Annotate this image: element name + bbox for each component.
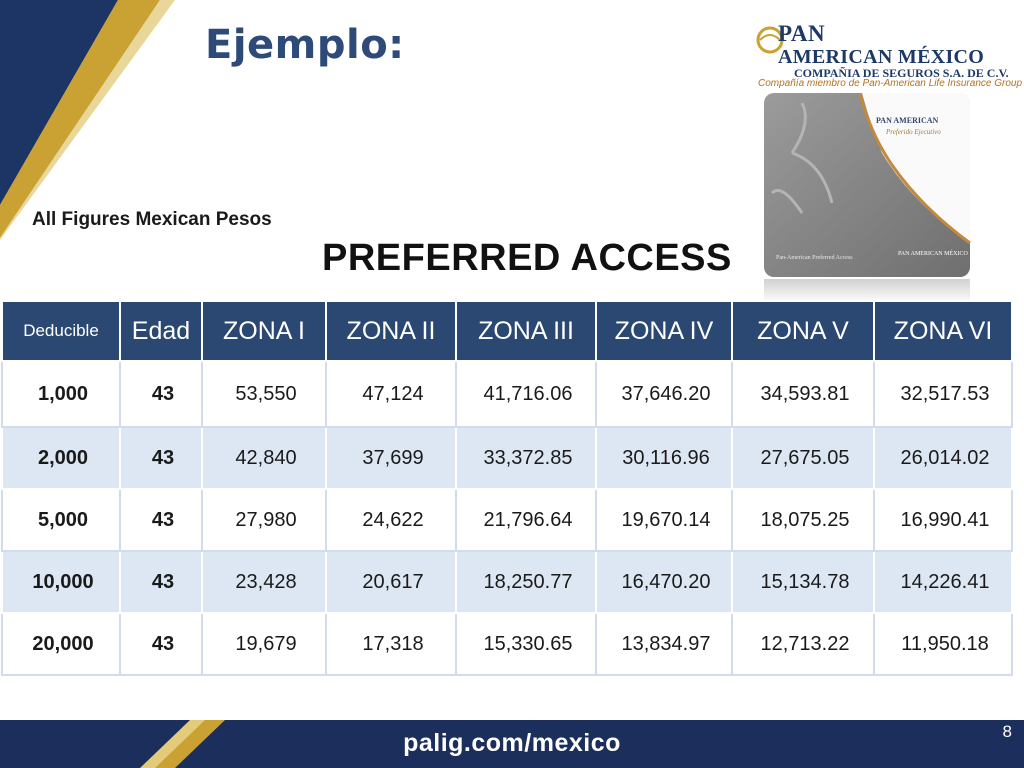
table-cell-edad: 43	[119, 488, 203, 552]
table-cell: 23,428	[201, 550, 327, 614]
logo-line-3: COMPAÑIA DE SEGUROS S.A. DE C.V.	[794, 66, 1009, 80]
header-zona-1: ZONA I	[201, 300, 327, 362]
table-cell-deducible: 1,000	[1, 360, 121, 428]
table-cell: 17,318	[325, 612, 457, 676]
table-header-row: Deducible Edad ZONA I ZONA II ZONA III Z…	[1, 300, 1013, 362]
table-cell: 32,517.53	[873, 360, 1013, 428]
table-cell-deducible: 20,000	[1, 612, 121, 676]
table-cell: 53,550	[201, 360, 327, 428]
corner-decoration	[0, 0, 175, 240]
table-cell: 21,796.64	[455, 488, 597, 552]
logo-tagline: Compañía miembro de Pan-American Life In…	[758, 78, 1023, 89]
globe-icon	[756, 26, 784, 54]
table-cell: 37,699	[325, 426, 457, 490]
table-row: 1,000 43 53,550 47,124 41,716.06 37,646.…	[1, 360, 1013, 428]
table-cell-edad: 43	[119, 426, 203, 490]
header-zona-2: ZONA II	[325, 300, 457, 362]
table-cell: 33,372.85	[455, 426, 597, 490]
table-cell: 27,675.05	[731, 426, 875, 490]
table-cell: 12,713.22	[731, 612, 875, 676]
header-zona-6: ZONA VI	[873, 300, 1013, 362]
table-row: 20,000 43 19,679 17,318 15,330.65 13,834…	[1, 612, 1013, 676]
table-cell: 24,622	[325, 488, 457, 552]
table-cell: 27,980	[201, 488, 327, 552]
header-zona-3: ZONA III	[455, 300, 597, 362]
table-row: 5,000 43 27,980 24,622 21,796.64 19,670.…	[1, 488, 1013, 552]
table-cell: 18,250.77	[455, 550, 597, 614]
table-cell-deducible: 5,000	[1, 488, 121, 552]
table-cell: 19,670.14	[595, 488, 733, 552]
table-cell: 11,950.18	[873, 612, 1013, 676]
table-cell: 42,840	[201, 426, 327, 490]
brochure-image	[764, 93, 971, 303]
company-logo: PAN AMERICAN MÉXICO COMPAÑIA DE SEGUROS …	[756, 21, 1022, 92]
table-cell: 37,646.20	[595, 360, 733, 428]
footer-url: palig.com/mexico	[403, 729, 621, 757]
table-cell: 13,834.97	[595, 612, 733, 676]
table-cell-deducible: 10,000	[1, 550, 121, 614]
table-cell: 16,990.41	[873, 488, 1013, 552]
rates-table: Deducible Edad ZONA I ZONA II ZONA III Z…	[1, 300, 1013, 676]
table-cell: 34,593.81	[731, 360, 875, 428]
header-zona-4: ZONA IV	[595, 300, 733, 362]
table-cell: 47,124	[325, 360, 457, 428]
header-edad: Edad	[119, 300, 203, 362]
page-number: 8	[1002, 722, 1012, 741]
table-cell: 15,330.65	[455, 612, 597, 676]
table-cell: 16,470.20	[595, 550, 733, 614]
table-cell: 30,116.96	[595, 426, 733, 490]
table-cell: 26,014.02	[873, 426, 1013, 490]
footer-bar	[0, 720, 1024, 768]
table-cell-edad: 43	[119, 360, 203, 428]
brochure-subtitle: Preferido Ejecutivo	[886, 128, 941, 136]
header-zona-5: ZONA V	[731, 300, 875, 362]
table-cell-deducible: 2,000	[1, 426, 121, 490]
table-cell-edad: 43	[119, 612, 203, 676]
table-cell: 14,226.41	[873, 550, 1013, 614]
currency-note: All Figures Mexican Pesos	[32, 209, 272, 230]
table-cell: 41,716.06	[455, 360, 597, 428]
logo-line-1: PAN	[778, 21, 826, 46]
table-cell: 18,075.25	[731, 488, 875, 552]
table-cell: 19,679	[201, 612, 327, 676]
slide-subtitle: PREFERRED ACCESS	[322, 237, 732, 279]
slide-title: Ejemplo:	[205, 22, 405, 68]
table-cell-edad: 43	[119, 550, 203, 614]
logo-line-2: AMERICAN MÉXICO	[778, 46, 985, 68]
brochure-footer-logo: PAN AMERICAN MÉXICO	[898, 251, 968, 257]
table-row: 2,000 43 42,840 37,699 33,372.85 30,116.…	[1, 426, 1013, 490]
table-cell: 20,617	[325, 550, 457, 614]
brochure-title: PAN AMERICAN	[876, 116, 939, 125]
table-row: 10,000 43 23,428 20,617 18,250.77 16,470…	[1, 550, 1013, 614]
table-cell: 15,134.78	[731, 550, 875, 614]
brochure-footer: Pan-American Preferred Access	[776, 255, 853, 261]
header-deducible: Deducible	[1, 300, 121, 362]
